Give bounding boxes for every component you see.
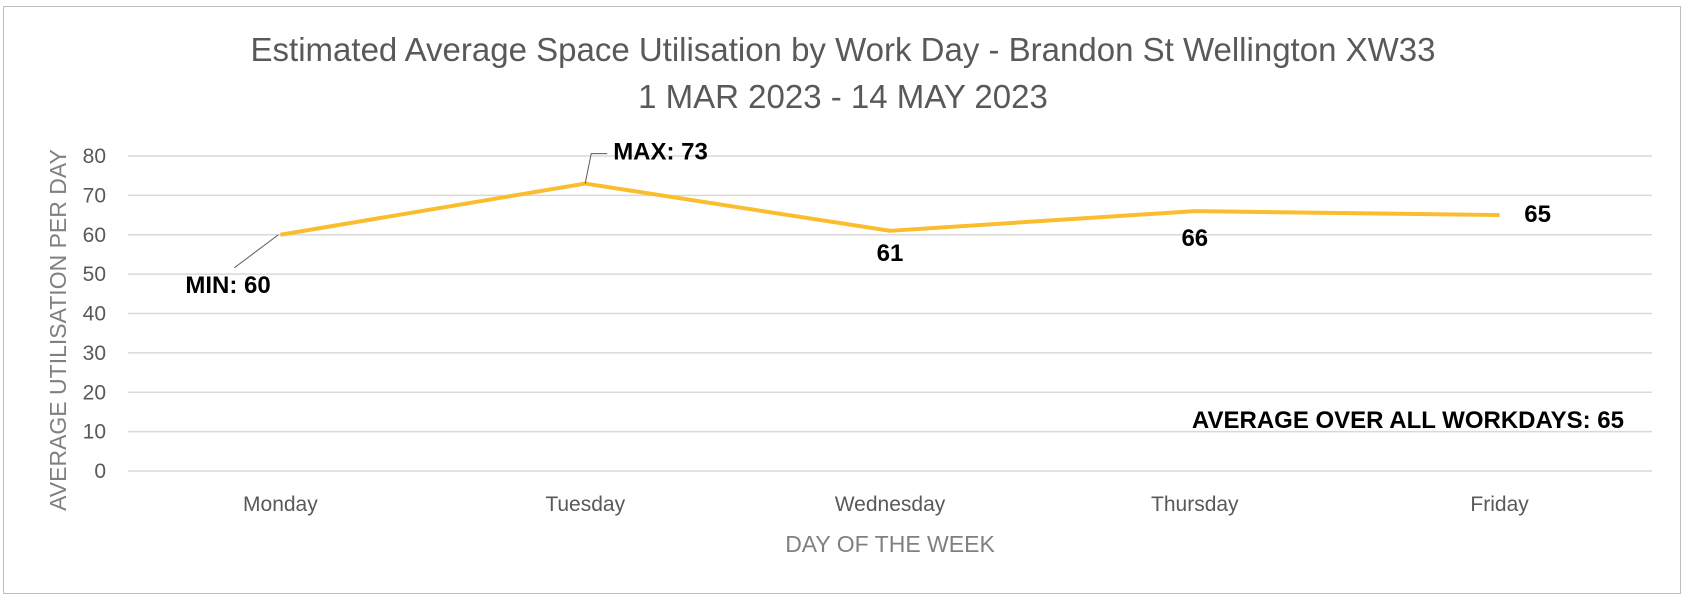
data-label: MIN: 60 — [185, 272, 270, 299]
chart-frame — [3, 6, 1681, 594]
label-leader-line — [234, 234, 279, 269]
x-tick-label: Monday — [243, 493, 318, 516]
y-tick-label: 50 — [83, 263, 106, 286]
data-labels: MIN: 60 MAX: 73 61 66 65 — [185, 139, 1551, 299]
y-tick-label: 60 — [83, 224, 106, 247]
label-leader-line — [584, 153, 608, 184]
y-tick-label: 20 — [83, 381, 106, 404]
data-label: 61 — [877, 240, 904, 267]
gridlines — [128, 155, 1652, 472]
x-tick-label: Wednesday — [835, 493, 946, 516]
y-tick-label: 10 — [83, 421, 106, 444]
y-tick-label: 70 — [83, 184, 106, 207]
chart-subtitle: 1 MAR 2023 - 14 MAY 2023 — [638, 78, 1048, 115]
data-label: MAX: 73 — [613, 139, 708, 166]
average-annotation: AVERAGE OVER ALL WORKDAYS: 65 — [1192, 407, 1624, 434]
chart-title: Estimated Average Space Utilisation by W… — [251, 31, 1436, 68]
y-tick-label: 80 — [83, 145, 106, 168]
y-tick-label: 40 — [83, 303, 106, 326]
y-tick-label: 0 — [94, 460, 106, 483]
data-label: 66 — [1181, 225, 1208, 252]
x-tick-label: Tuesday — [545, 493, 625, 516]
y-axis-title: AVERAGE UTILISATION PER DAY — [45, 149, 71, 511]
series-line — [280, 181, 1500, 237]
data-label: 65 — [1524, 201, 1551, 228]
x-axis-ticks: Monday Tuesday Wednesday Thursday Friday — [243, 493, 1529, 516]
x-axis-title: DAY OF THE WEEK — [785, 531, 995, 557]
series-line-group — [280, 181, 1500, 237]
y-axis-ticks: 0 10 20 30 40 50 60 70 80 — [83, 145, 106, 483]
y-tick-label: 30 — [83, 342, 106, 365]
x-tick-label: Thursday — [1151, 493, 1239, 516]
x-tick-label: Friday — [1470, 493, 1529, 516]
